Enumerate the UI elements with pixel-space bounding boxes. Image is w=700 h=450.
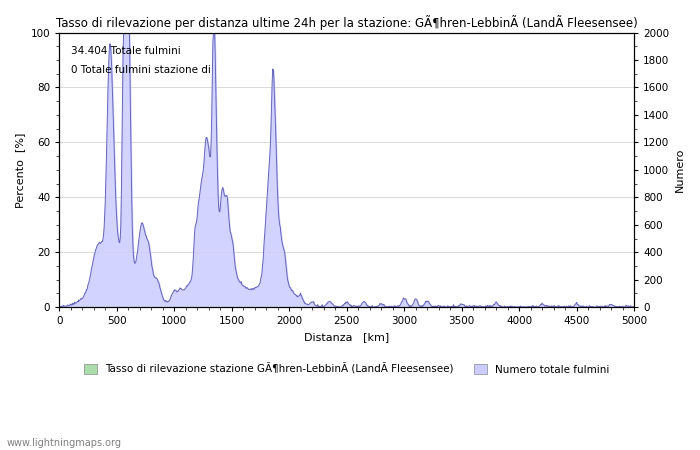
Text: www.lightningmaps.org: www.lightningmaps.org — [7, 438, 122, 448]
Y-axis label: Numero: Numero — [675, 148, 685, 192]
Title: Tasso di rilevazione per distanza ultime 24h per la stazione: GÃ¶hren-LebbinÃ (L: Tasso di rilevazione per distanza ultime… — [56, 15, 638, 30]
Text: 34.404 Totale fulmini: 34.404 Totale fulmini — [71, 46, 181, 56]
Y-axis label: Percento  [%]: Percento [%] — [15, 132, 25, 207]
X-axis label: Distanza   [km]: Distanza [km] — [304, 332, 389, 342]
Text: 0 Totale fulmini stazione di: 0 Totale fulmini stazione di — [71, 66, 211, 76]
Legend: Tasso di rilevazione stazione GÃ¶hren-LebbinÃ (LandÃ Fleesensee), Numero totale : Tasso di rilevazione stazione GÃ¶hren-Le… — [80, 359, 613, 379]
